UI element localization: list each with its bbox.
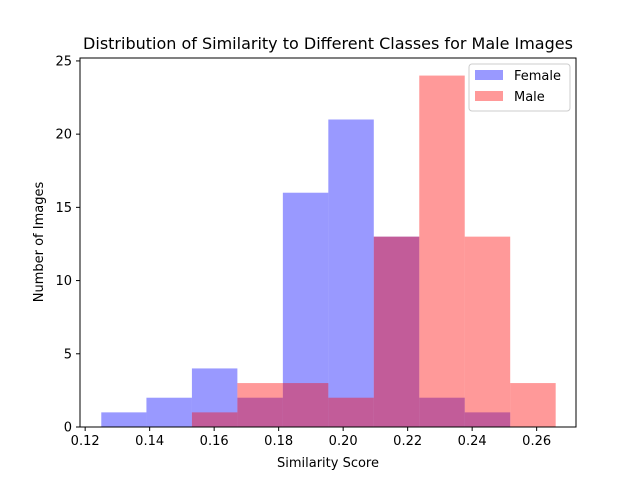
legend-swatch-female — [475, 70, 503, 80]
y-tick-label: 10 — [55, 274, 72, 289]
bar-male-5 — [419, 75, 465, 427]
legend: Female Male — [468, 63, 571, 112]
bar-female-7 — [419, 397, 465, 427]
bar-female-8 — [464, 412, 511, 427]
y-tick-label: 15 — [55, 201, 72, 216]
bar-female-2 — [191, 368, 238, 427]
legend-label-male: Male — [514, 90, 545, 105]
x-tick-label: 0.20 — [329, 434, 358, 449]
bar-male-3 — [328, 397, 374, 427]
y-tick-label: 0 — [64, 421, 72, 436]
bar-female-5 — [328, 119, 374, 427]
bar-female-1 — [146, 397, 192, 427]
x-tick-label: 0.14 — [135, 434, 164, 449]
legend-label-female: Female — [514, 69, 561, 84]
y-tick-label: 25 — [55, 54, 72, 69]
legend-swatch-male — [475, 91, 503, 101]
y-tick-label: 5 — [64, 347, 72, 362]
y-axis-ticks: 0 5 10 15 20 25 — [55, 54, 80, 436]
x-axis-label: Similarity Score — [277, 456, 379, 471]
bars-layer — [101, 75, 556, 427]
bar-female-4 — [282, 192, 329, 427]
x-axis-ticks: 0.12 0.14 0.16 0.18 0.20 0.22 0.24 0.26 — [71, 427, 551, 449]
x-tick-label: 0.18 — [264, 434, 293, 449]
bar-female-3 — [237, 397, 283, 427]
x-tick-label: 0.26 — [522, 434, 551, 449]
bar-male-4 — [373, 236, 420, 427]
bar-male-0 — [191, 412, 238, 427]
bar-male-6 — [464, 236, 511, 427]
x-tick-label: 0.22 — [393, 434, 422, 449]
y-tick-label: 20 — [55, 128, 72, 143]
x-tick-label: 0.16 — [200, 434, 229, 449]
plot-frame — [79, 57, 577, 428]
x-tick-label: 0.24 — [458, 434, 487, 449]
bar-male-1 — [237, 383, 283, 427]
bar-female-6 — [373, 236, 420, 427]
chart-title: Distribution of Similarity to Different … — [83, 34, 573, 53]
legend-box — [468, 63, 571, 112]
bar-male-2 — [282, 383, 329, 427]
x-tick-label: 0.12 — [71, 434, 100, 449]
bar-male-7 — [510, 383, 556, 427]
bar-female-0 — [101, 412, 147, 427]
y-axis-label: Number of Images — [32, 182, 47, 303]
